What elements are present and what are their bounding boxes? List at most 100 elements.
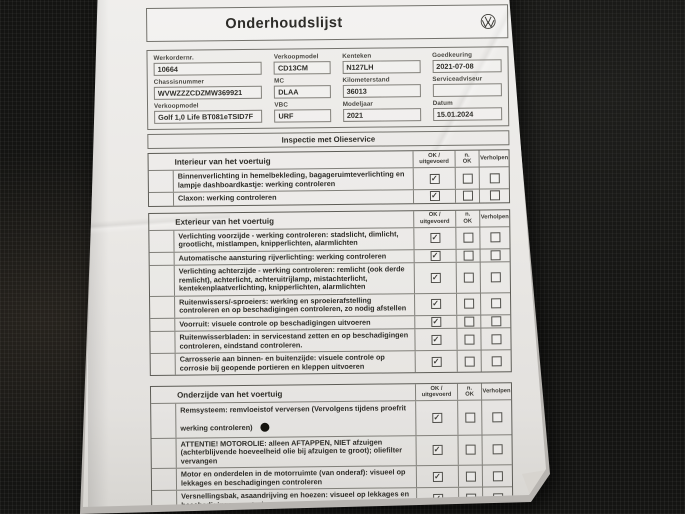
field-vbc: VBC URF <box>274 101 331 123</box>
field-label: VBC <box>274 101 288 109</box>
nok-cell <box>454 189 480 203</box>
checkbox-verholpen <box>492 470 503 481</box>
field-werkordernr: Werkordernr. 10664 <box>153 54 263 76</box>
checkbox-verholpen <box>491 355 502 366</box>
column-header-nok: n. OK <box>454 150 479 167</box>
row-description: Verlichting voorzijde - werking controle… <box>173 227 414 252</box>
checkbox-verholpen <box>489 172 500 183</box>
section-bar-inspectie: Inspectie met Olieservice <box>147 130 510 149</box>
field-verkoopmodel-naam: Verkoopmodel Golf 1,0 Life BT081eTSID7F <box>154 102 263 124</box>
checkbox-nok <box>463 250 474 261</box>
checkbox-ok <box>430 298 441 310</box>
row-number-cell <box>152 438 176 468</box>
checkbox-ok <box>430 334 442 345</box>
verholpen-cell <box>481 400 512 435</box>
table-row: Ruitenwissers/-sproeiers: werking en spr… <box>150 291 511 318</box>
table-row: Remsysteem: remvloeistof verversen (Verv… <box>151 399 512 438</box>
vw-logo-icon <box>480 14 496 29</box>
row-number-cell <box>149 230 173 251</box>
table-title: Interieur van het voertuig <box>174 156 271 167</box>
checkbox-nok <box>463 316 474 327</box>
field-label: Modeljaar <box>342 100 374 108</box>
ok-cell <box>413 249 456 263</box>
checkbox-ok <box>432 445 443 456</box>
field-value-box: Golf 1,0 Life BT081eTSID7F <box>154 109 263 124</box>
checkbox-verholpen <box>491 412 502 423</box>
checkbox-nok <box>463 272 474 283</box>
field-label: Verkoopmodel <box>153 102 199 110</box>
field-value-box: 2021 <box>342 108 421 122</box>
row-number-cell <box>150 332 174 353</box>
verholpen-cell <box>480 292 511 315</box>
field-goedkeuring: Goedkeuring 2021-07-08 <box>432 51 502 74</box>
field-value-box: WVWZZZCDZMW369921 <box>153 85 263 100</box>
nok-cell <box>455 249 480 262</box>
ok-cell <box>415 435 458 466</box>
row-number-cell <box>150 318 174 331</box>
row-description: Binnenverlichting in hemelbekleding, bag… <box>172 168 413 192</box>
checkbox-verholpen <box>490 298 501 309</box>
field-value-box: 36013 <box>342 84 421 98</box>
field-value-box: N127LH <box>342 60 421 74</box>
checkbox-nok <box>464 356 475 367</box>
field-modeljaar: Modeljaar 2021 <box>343 100 421 122</box>
fields-row-1: Werkordernr. 10664 Verkoopmodel CD13CM K… <box>153 51 502 76</box>
checkbox-verholpen <box>489 232 500 243</box>
document-title: Onderhoudslijst <box>225 14 343 33</box>
checkbox-ok <box>431 412 442 423</box>
checkbox-ok <box>430 250 441 261</box>
verholpen-cell <box>480 314 511 328</box>
section-bar-title: Inspectie met Olieservice <box>281 134 376 145</box>
checkbox-nok <box>462 190 473 201</box>
nok-cell <box>457 465 483 487</box>
checkbox-verholpen <box>490 333 502 344</box>
ok-cell <box>412 167 455 190</box>
nok-cell <box>456 328 481 350</box>
checkbox-nok <box>465 444 476 455</box>
row-number-cell <box>149 171 173 192</box>
paper-edge-shading <box>88 0 114 507</box>
table-row: Verlichting voorzijde - werking controle… <box>149 225 510 252</box>
nok-cell <box>457 435 482 465</box>
nok-cell <box>456 350 481 372</box>
table-row: Binnenverlichting in hemelbekleding, bag… <box>148 166 509 192</box>
checkbox-ok <box>430 316 441 327</box>
verholpen-cell <box>478 167 509 189</box>
checkbox-verholpen <box>490 272 501 283</box>
verholpen-cell <box>481 434 512 465</box>
row-description: Ruitenwisserbladen: in servicestand zett… <box>174 329 415 353</box>
checkbox-ok <box>432 471 443 482</box>
black-dot-mark <box>260 422 270 432</box>
checkbox-nok <box>465 471 476 482</box>
table-title: Onderzijde van het voertuig <box>177 389 283 400</box>
field-datum: Datum 15.01.2024 <box>433 99 503 122</box>
field-label: Kenteken <box>342 52 372 60</box>
column-header-ok: OK / uitgevoerd <box>413 210 456 227</box>
checkbox-nok <box>462 173 473 184</box>
ok-cell <box>413 227 456 249</box>
checklist-table-exterieur: Exterieur van het voertuig OK / uitgevoe… <box>148 208 512 376</box>
document-content: Onderhoudslijst Werkordernr. 10664 <box>146 4 514 507</box>
row-description: Voorruit: visuele controle op beschadigi… <box>174 315 415 331</box>
row-number-cell <box>150 296 174 317</box>
row-description: Remsysteem: remvloeistof verversen (Verv… <box>175 401 416 438</box>
row-number-cell <box>152 469 176 490</box>
row-number-cell <box>150 266 174 296</box>
checkbox-ok <box>429 232 440 244</box>
column-header-ok: OK / uitgevoerd <box>412 150 455 168</box>
row-description: Ruitenwissers/-sproeiers: werking en spr… <box>174 293 415 318</box>
field-serviceadviseur: Serviceadviseur <box>432 75 502 98</box>
ok-cell <box>415 465 459 488</box>
column-header-verholpen: Verholpen <box>480 383 512 400</box>
vehicle-info-panel: Werkordernr. 10664 Verkoopmodel CD13CM K… <box>146 46 510 130</box>
row-description: Carrosserie aan binnen- en buitenzijde: … <box>174 351 415 375</box>
table-row: ATTENTIE! MOTOROLIE: alleen AFTAPPEN, NI… <box>151 433 512 468</box>
row-description: Motor en onderdelen in de motorruimte (v… <box>175 466 417 490</box>
ok-cell <box>414 328 457 351</box>
ok-cell <box>413 262 456 293</box>
fields-row-3: Verkoopmodel Golf 1,0 Life BT081eTSID7F … <box>154 99 503 124</box>
column-header-verholpen: Verholpen <box>478 150 509 167</box>
field-value-box: DLAA <box>274 85 331 99</box>
checkbox-ok <box>429 173 440 184</box>
